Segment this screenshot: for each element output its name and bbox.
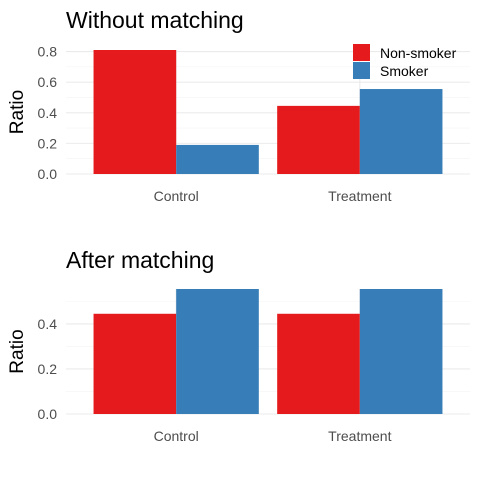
legend-key-smoker bbox=[353, 62, 370, 79]
bar-smoker-control bbox=[176, 289, 259, 414]
bar-non-smoker-treatment bbox=[277, 313, 360, 414]
legend-label: Non-smoker bbox=[380, 45, 457, 61]
x-tick-label: Treatment bbox=[328, 188, 391, 204]
y-tick-label: 0.4 bbox=[38, 105, 58, 121]
bar-smoker-treatment bbox=[359, 89, 443, 174]
bar-smoker-treatment bbox=[359, 289, 443, 414]
x-tick-label: Treatment bbox=[328, 428, 391, 444]
legend-key-non-smoker bbox=[353, 44, 370, 61]
bar-smoker-control bbox=[176, 144, 259, 174]
legend: Non-smoker Smoker bbox=[353, 44, 457, 79]
y-tick-label: 0.0 bbox=[38, 166, 58, 182]
y-tick-label: 0.2 bbox=[38, 361, 58, 377]
y-axis-title: Ratio bbox=[7, 329, 28, 373]
bar-non-smoker-control bbox=[93, 313, 177, 414]
chart-title: Without matching bbox=[66, 7, 244, 33]
chart-title: After matching bbox=[66, 247, 214, 273]
y-tick-label: 0.4 bbox=[38, 316, 58, 332]
y-tick-label: 0.2 bbox=[38, 135, 58, 151]
bar-non-smoker-treatment bbox=[277, 105, 360, 174]
y-axis-title: Ratio bbox=[7, 90, 28, 134]
x-tick-label: Control bbox=[154, 428, 199, 444]
x-tick-label: Control bbox=[154, 188, 199, 204]
bar-non-smoker-control bbox=[93, 50, 177, 174]
panel-1: 0.0 0.2 0.4 0.6 0.8 Control Treatment Without m… bbox=[7, 7, 470, 204]
panel-2: 0.0 0.2 0.4 Control Treatment After matching R… bbox=[7, 247, 470, 444]
y-tick-label: 0.0 bbox=[38, 406, 58, 422]
y-tick-label: 0.6 bbox=[38, 74, 58, 90]
legend-label: Smoker bbox=[380, 63, 429, 79]
y-tick-label: 0.8 bbox=[38, 44, 58, 60]
